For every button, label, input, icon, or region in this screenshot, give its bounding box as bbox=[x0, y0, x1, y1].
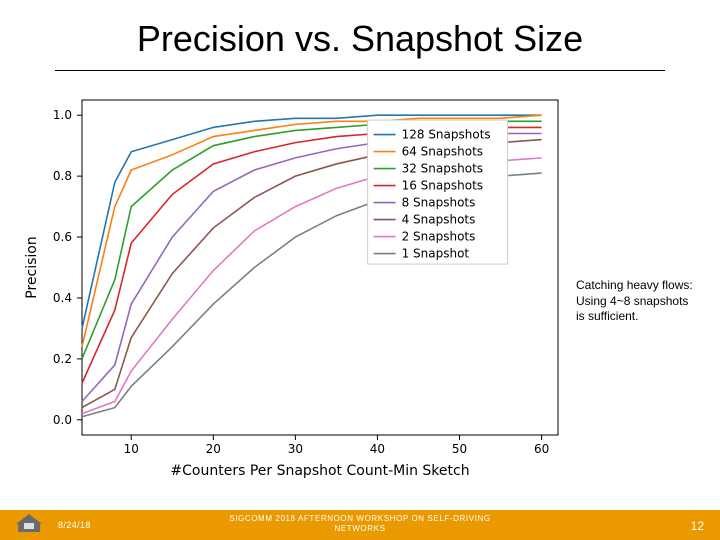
footer-caption: SIGCOMM 2018 AFTERNOON WORKSHOP ON SELF-… bbox=[0, 514, 720, 534]
svg-text:40: 40 bbox=[370, 442, 385, 456]
svg-text:32 Snapshots: 32 Snapshots bbox=[402, 162, 483, 176]
svg-text:50: 50 bbox=[452, 442, 467, 456]
precision-chart: 10 20 30 40 50 60 0.0 0.2 0.4 0.6 0.8 1.0 #Counters … bbox=[20, 88, 570, 483]
footer-bar: 8/24/18 SIGCOMM 2018 AFTERNOON WORKSHOP … bbox=[0, 510, 720, 540]
page-number: 12 bbox=[691, 519, 704, 533]
svg-text:4 Snapshots: 4 Snapshots bbox=[402, 213, 476, 227]
svg-text:1 Snapshot: 1 Snapshot bbox=[402, 247, 470, 261]
page-title: Precision vs. Snapshot Size bbox=[0, 18, 720, 60]
svg-text:10: 10 bbox=[124, 442, 139, 456]
svg-text:0.8: 0.8 bbox=[53, 169, 72, 183]
svg-text:8 Snapshots: 8 Snapshots bbox=[402, 196, 476, 210]
footer-caption-line-1: SIGCOMM 2018 AFTERNOON WORKSHOP ON SELF-… bbox=[229, 514, 490, 523]
svg-text:20: 20 bbox=[206, 442, 221, 456]
svg-text:0.0: 0.0 bbox=[53, 413, 72, 427]
svg-text:#Counters Per Snapshot Count-M: #Counters Per Snapshot Count-Min Sketch bbox=[170, 463, 469, 479]
svg-text:0.6: 0.6 bbox=[53, 230, 72, 244]
svg-text:1.0: 1.0 bbox=[53, 108, 72, 122]
footer-caption-line-2: NETWORKS bbox=[334, 524, 385, 533]
svg-text:0.2: 0.2 bbox=[53, 352, 72, 366]
svg-text:2 Snapshots: 2 Snapshots bbox=[402, 230, 476, 244]
svg-text:30: 30 bbox=[288, 442, 303, 456]
annotation-line-3: is sufficient. bbox=[576, 309, 720, 325]
svg-text:60: 60 bbox=[534, 442, 549, 456]
svg-text:Precision: Precision bbox=[24, 236, 40, 298]
annotation-line-2: Using 4~8 snapshots bbox=[576, 294, 720, 310]
svg-text:0.4: 0.4 bbox=[53, 291, 72, 305]
title-underline bbox=[55, 70, 665, 71]
svg-text:128 Snapshots: 128 Snapshots bbox=[402, 128, 491, 142]
annotation-text: Catching heavy flows: Using 4~8 snapshot… bbox=[576, 278, 720, 325]
svg-text:16 Snapshots: 16 Snapshots bbox=[402, 179, 483, 193]
svg-text:64 Snapshots: 64 Snapshots bbox=[402, 145, 483, 159]
annotation-line-1: Catching heavy flows: bbox=[576, 278, 720, 294]
